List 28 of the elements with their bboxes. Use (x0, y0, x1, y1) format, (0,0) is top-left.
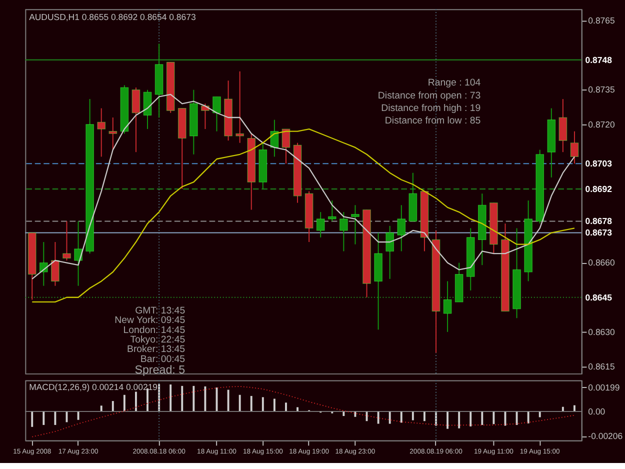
chart-title: MACD(12,26,9) 0.00214 0.00219 (29, 382, 158, 392)
y-tick-label: -0.00206 (588, 431, 623, 442)
y-tick-label: 0.00 (588, 406, 606, 416)
ref-line-label: 0.8692 (585, 184, 612, 194)
y-tick-label: 0.8660 (588, 258, 615, 268)
annotation: Bar: 00:45 (140, 354, 186, 365)
ref-line-label: 0.8748 (585, 54, 612, 65)
annotation: Distance from low : 85 (384, 115, 481, 126)
y-tick-label: 0.8735 (588, 84, 615, 95)
chart-title: AUDUSD,H1 0.8655 0.8692 0.8654 0.8673 (29, 12, 196, 22)
y-tick-label: 0.00199 (588, 382, 620, 392)
annotation: New York: 09:45 (114, 315, 186, 326)
y-tick-label: 0.8765 (588, 16, 615, 26)
annotation: London: 14:45 (123, 324, 186, 336)
y-tick-label: 0.8720 (588, 119, 615, 130)
annotation: GMT: 13:45 (135, 305, 186, 316)
ref-line-label: 0.8673 (585, 228, 612, 238)
ref-line-label: 0.8645 (585, 292, 612, 302)
annotation: Distance from high : 19 (381, 102, 481, 114)
y-tick-label: 0.8630 (588, 326, 615, 337)
annotation: Tokyo: 22:45 (130, 334, 186, 346)
ref-line-label: 0.8703 (585, 158, 612, 169)
y-tick-label: 0.8615 (588, 361, 615, 372)
annotation: Range : 104 (428, 78, 482, 89)
annotation: Spread: 5 (134, 363, 186, 376)
annotation: Broker: 13:45 (127, 344, 186, 356)
annotation: Distance from open : 73 (378, 90, 481, 102)
ref-line-label: 0.8678 (585, 216, 612, 226)
